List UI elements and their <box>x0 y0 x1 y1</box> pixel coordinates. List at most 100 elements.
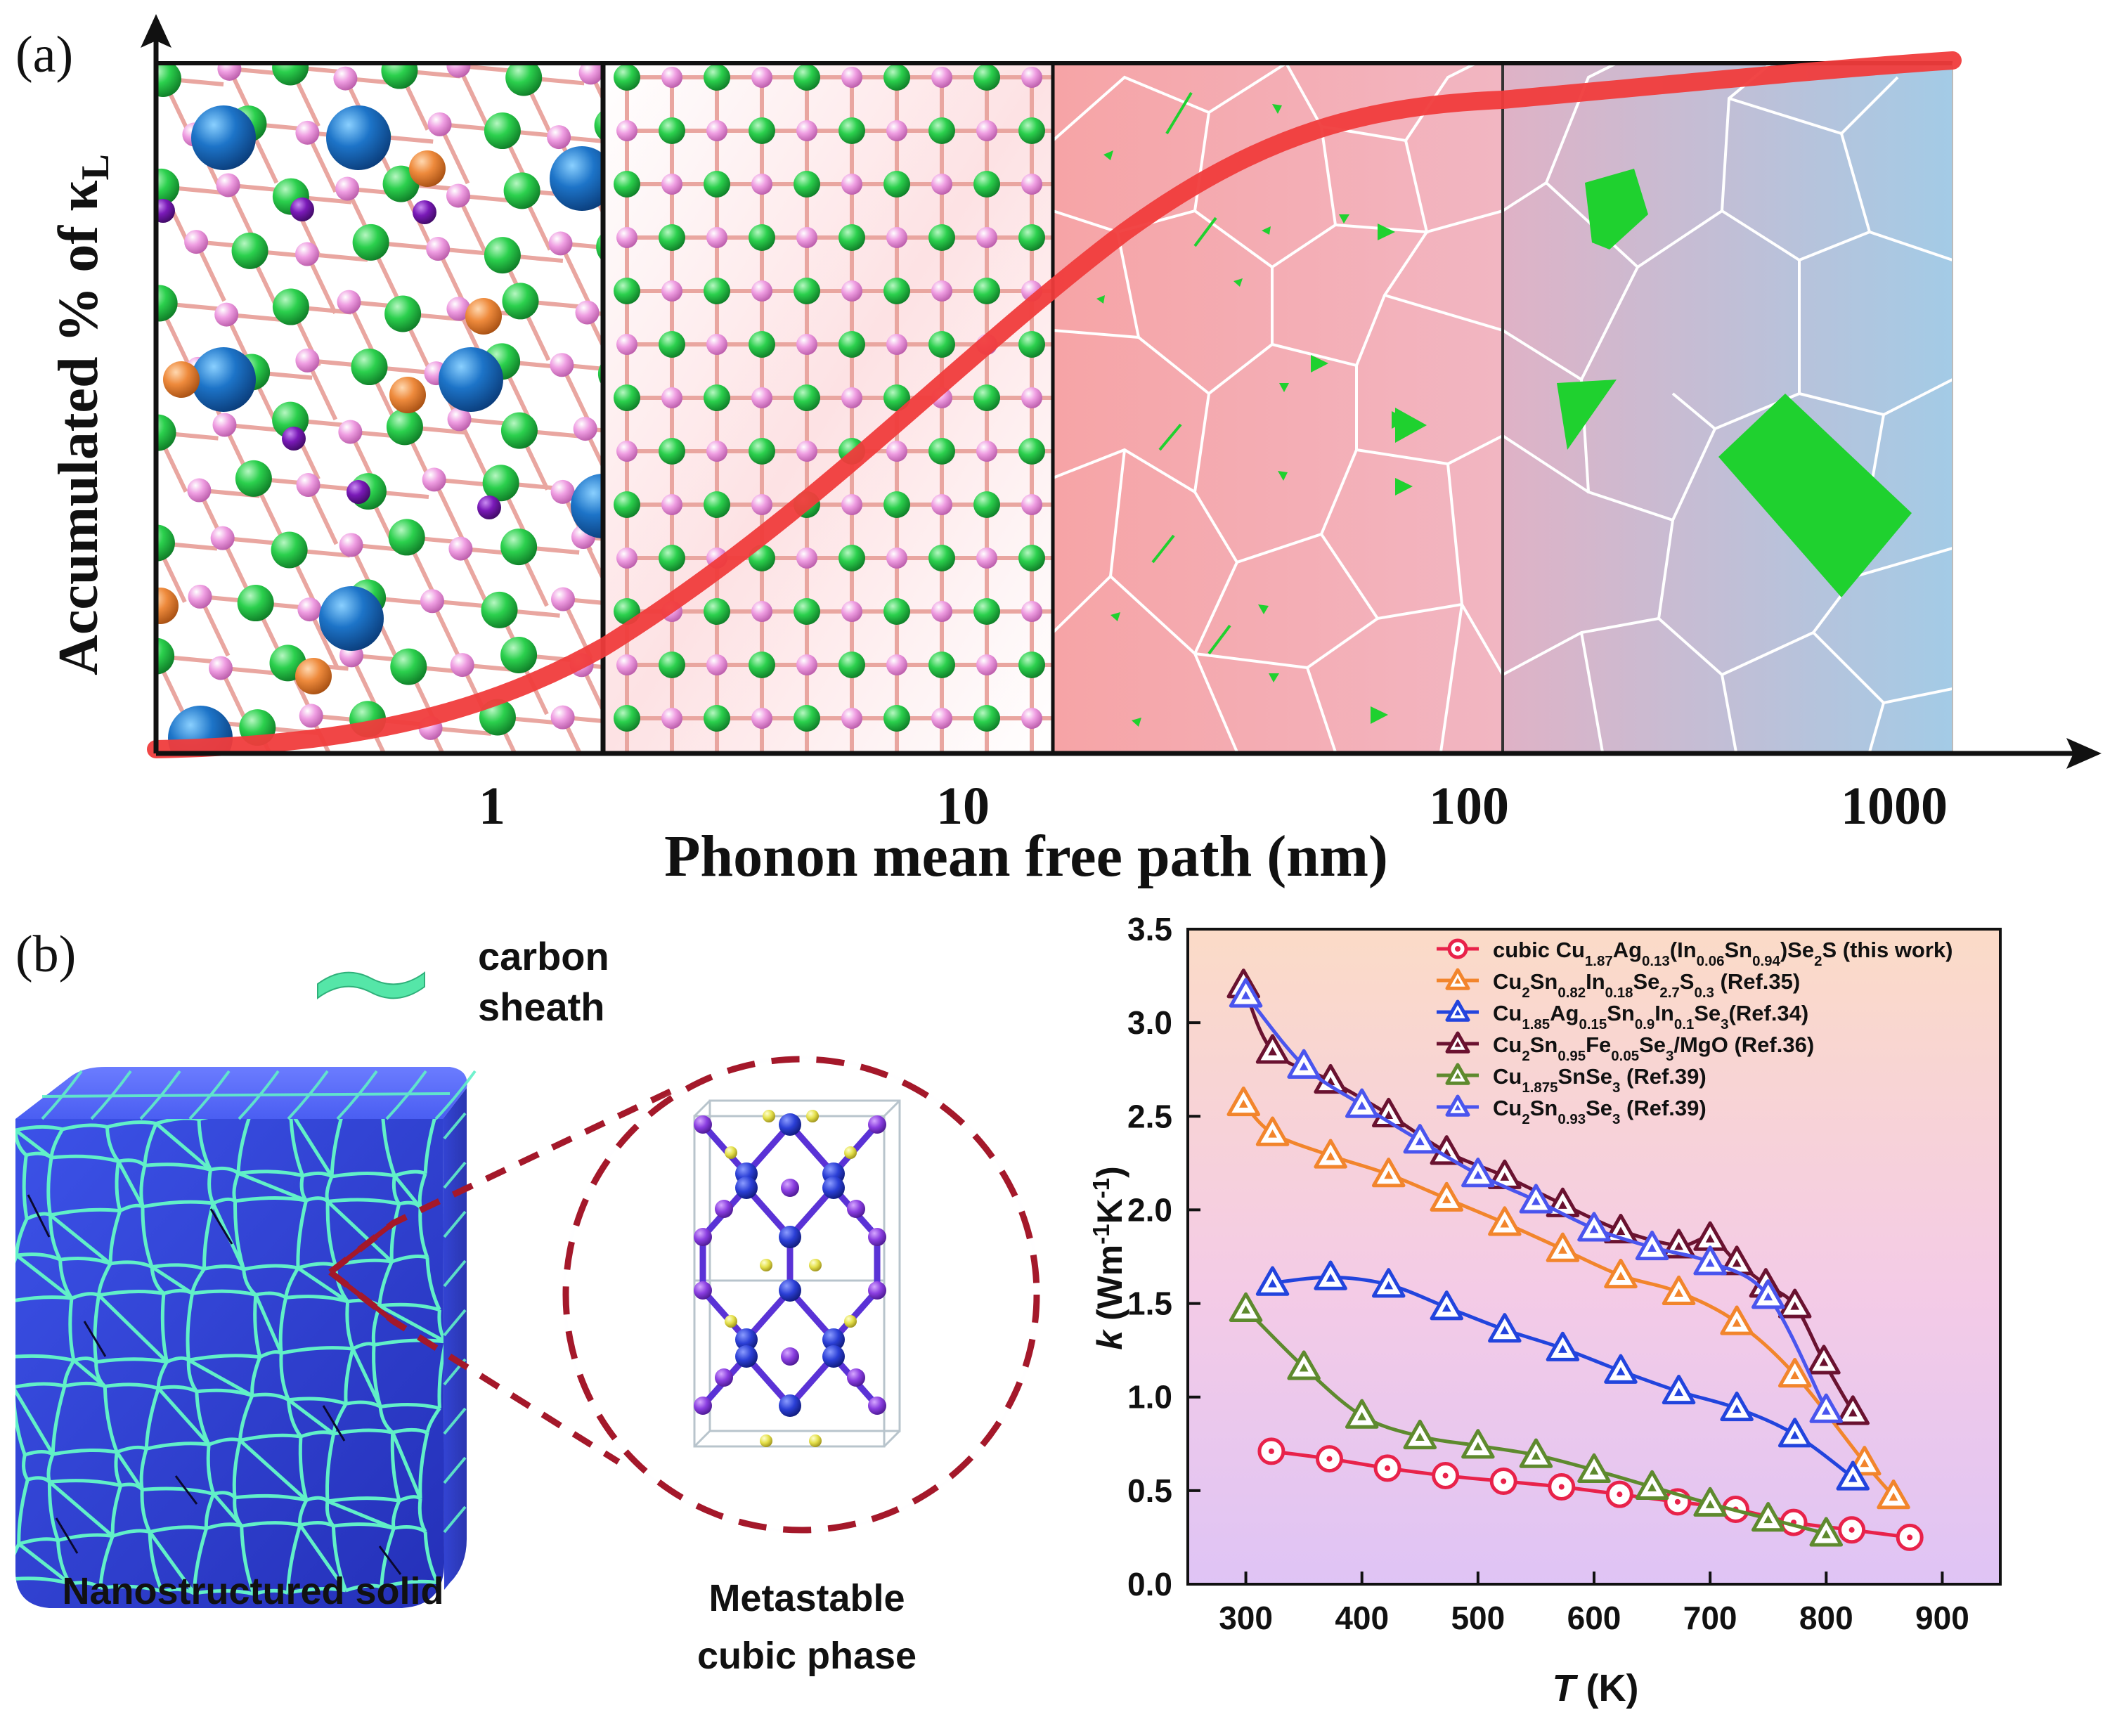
atom-green <box>1018 545 1045 571</box>
atom-pink <box>796 654 817 675</box>
data-point-center <box>1790 1430 1800 1439</box>
atom-orange <box>163 361 200 398</box>
data-point-center <box>1705 1234 1715 1243</box>
atom-green <box>883 491 910 518</box>
grain-boundary-mesh-side <box>443 1112 467 1534</box>
data-point-center <box>1647 1243 1657 1252</box>
data-point-center <box>1238 1099 1248 1108</box>
atom-green <box>704 384 730 411</box>
atom-dopant <box>760 1259 772 1271</box>
data-point-center <box>1616 1271 1626 1281</box>
legend-label: Cu2Sn0.82In0.18Se2.7S0.3 (Ref.35) <box>1493 969 1800 1001</box>
atom-green <box>156 637 175 675</box>
atom-pink <box>1021 67 1042 88</box>
data-point-center <box>1299 1363 1309 1372</box>
atom-dopant <box>760 1434 772 1447</box>
atom-pink <box>931 67 952 88</box>
data-point-center <box>1589 1224 1599 1233</box>
nanoprecipitates <box>1096 91 1912 727</box>
atom-green <box>794 384 820 411</box>
atom-anion <box>694 1281 712 1300</box>
atom-blue <box>326 105 391 170</box>
atom-green <box>1018 438 1045 465</box>
atom-green <box>838 652 865 678</box>
atom-pink <box>841 494 862 515</box>
atom-blue <box>439 347 503 412</box>
data-point-center <box>1384 1110 1394 1119</box>
atom-green <box>794 705 820 732</box>
data-point-center <box>1674 1288 1683 1297</box>
zoom-circle <box>562 1056 1040 1534</box>
atom-pink <box>616 227 637 248</box>
data-point-center <box>1454 1041 1461 1047</box>
atom-pink <box>1021 708 1042 729</box>
atom-pink <box>796 441 817 462</box>
atom-pink <box>841 601 862 622</box>
atom-pink <box>573 417 597 441</box>
atom-anion <box>715 1200 733 1218</box>
atom-blue <box>550 146 603 211</box>
atom-pink <box>548 231 573 256</box>
atom-pink <box>216 173 240 197</box>
atom-anion <box>781 1179 799 1197</box>
atom-pink <box>976 654 997 675</box>
atom-pink <box>886 548 907 569</box>
atom-pink <box>550 705 575 730</box>
atom-green <box>838 545 865 571</box>
data-point-center <box>1848 1408 1858 1417</box>
atom-pink <box>976 548 997 569</box>
data-point-center <box>1326 1273 1335 1282</box>
atom-pink <box>446 183 471 208</box>
legend-item-4: Cu1.875SnSe3 (Ref.39) <box>1437 1063 1707 1096</box>
atom-pink <box>841 708 862 729</box>
atom-green <box>237 585 274 622</box>
atom-green <box>231 232 268 269</box>
atom-dopant <box>844 1146 857 1159</box>
y-tick-label: 2.5 <box>1127 1098 1172 1134</box>
data-point-center <box>1763 1292 1773 1301</box>
solid-caption: Nanostructured solid <box>62 1570 443 1612</box>
atom-green <box>614 171 640 197</box>
panel-a-ylabel-main: Accumulated % of κ <box>48 181 110 675</box>
atom-green <box>614 705 640 732</box>
atom-green <box>500 412 538 449</box>
atom-pink <box>188 584 212 609</box>
data-point-center <box>1674 1498 1681 1505</box>
atom-anion <box>868 1115 886 1134</box>
data-point-center <box>1848 1527 1855 1533</box>
atom-purple <box>156 199 175 223</box>
region-3-grains <box>1053 63 1503 752</box>
thermal-conductivity-chart: 300 400 500 600 700 800 900 0.0 0.5 1.0 1.5 2.0 2.5 3… <box>1088 911 2002 1709</box>
data-point-center <box>1763 1515 1773 1524</box>
atom-pink <box>578 63 603 85</box>
atom-green <box>883 64 910 91</box>
atom-green <box>503 172 540 209</box>
atom-cation <box>822 1345 845 1368</box>
atom-green <box>482 465 519 502</box>
data-point-center <box>1647 1483 1657 1491</box>
data-point-center <box>1473 1442 1483 1451</box>
data-point-center <box>1442 1195 1451 1203</box>
data-point-center <box>1617 1491 1623 1498</box>
atom-green <box>500 529 538 566</box>
data-point-center <box>1473 1170 1483 1179</box>
atom-pink <box>931 601 952 622</box>
phase-caption-line2: cubic phase <box>697 1635 917 1677</box>
atom-green <box>749 652 775 678</box>
atom-pink <box>616 441 637 462</box>
atom-pink <box>976 120 997 141</box>
data-point-center <box>1674 1241 1683 1250</box>
atom-green <box>704 491 730 518</box>
data-point-center <box>1384 1170 1394 1179</box>
atom-pink <box>1021 174 1042 195</box>
atom-pink <box>1021 494 1042 515</box>
tick-1: 1 <box>479 777 505 836</box>
region-nanoprecipitates <box>1053 63 1503 752</box>
atom-pink <box>295 348 320 373</box>
atom-pink <box>446 63 471 78</box>
atom-green <box>1018 224 1045 251</box>
atom-pink <box>333 66 358 91</box>
atom-dopant <box>844 1315 857 1328</box>
atom-green <box>502 283 539 320</box>
